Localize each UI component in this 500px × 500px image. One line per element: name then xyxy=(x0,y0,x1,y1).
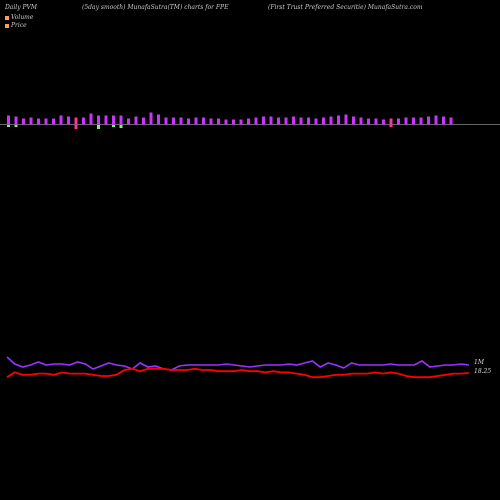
volume-bar xyxy=(149,112,153,125)
volume-bar xyxy=(97,115,100,125)
volume-bar xyxy=(29,117,33,125)
volume-bar xyxy=(119,115,123,125)
volume-bar xyxy=(172,117,175,125)
volume-bar xyxy=(209,118,213,125)
security-name: (First Trust Preferred Securitie) Munafa… xyxy=(268,4,423,11)
volume-bar xyxy=(194,117,198,125)
volume-bar xyxy=(284,117,288,125)
volume-bar xyxy=(67,116,70,125)
volume-bar xyxy=(322,117,325,125)
volume-bar xyxy=(217,118,220,125)
volume-bar xyxy=(44,118,48,125)
volume-bar xyxy=(269,116,273,125)
volume-bar xyxy=(449,117,453,125)
volume-bar xyxy=(7,115,10,125)
volume-bar-down xyxy=(112,125,115,127)
volume-bar xyxy=(314,118,318,125)
volume-bar xyxy=(112,115,115,125)
volume-bar xyxy=(434,115,438,125)
volume-bar xyxy=(277,117,280,125)
volume-bar xyxy=(337,115,340,125)
volume-bar-down xyxy=(119,125,123,128)
volume-bar xyxy=(14,116,18,125)
volume-bar xyxy=(329,116,333,125)
volume-bar xyxy=(247,118,250,125)
volume-bar xyxy=(427,116,430,125)
legend-volume-label: Volume xyxy=(11,14,34,21)
legend-price: Price xyxy=(5,22,27,29)
volume-bar xyxy=(142,117,145,125)
volume-bar xyxy=(239,119,243,125)
volume-bar xyxy=(382,119,385,125)
volume-bar xyxy=(397,118,400,125)
volume-bar xyxy=(202,117,205,125)
volume-bar xyxy=(344,114,348,125)
volume-bar xyxy=(89,113,93,125)
price-swatch xyxy=(5,23,9,28)
price-line xyxy=(6,367,470,379)
volume-bar-down xyxy=(389,125,393,127)
legend-price-label: Price xyxy=(11,22,27,29)
volume-bar xyxy=(442,116,445,125)
price-tag: 18.25 xyxy=(474,368,492,375)
volume-bar xyxy=(179,117,183,125)
volume-bar-down xyxy=(97,125,100,129)
volume-bar xyxy=(37,118,40,125)
chart-label-left: Daily PVM xyxy=(5,4,38,11)
volume-bar xyxy=(164,117,168,125)
volume-line xyxy=(6,356,470,371)
volume-bar xyxy=(232,119,235,125)
volume-bar xyxy=(187,118,190,125)
volume-bar-down xyxy=(14,125,18,127)
volume-bar xyxy=(262,116,265,125)
volume-bar xyxy=(157,114,160,125)
volume-bar xyxy=(412,117,415,125)
volume-bar-down xyxy=(7,125,10,127)
volume-bar xyxy=(389,118,393,125)
volume-bar xyxy=(22,118,25,125)
volume-swatch xyxy=(5,15,9,20)
volume-bar xyxy=(59,115,63,125)
volume-bar xyxy=(404,117,408,125)
volume-bar xyxy=(352,116,355,125)
legend-volume: Volume xyxy=(5,14,33,21)
volume-bar xyxy=(82,117,85,125)
volume-bar xyxy=(134,116,138,125)
volume-bar xyxy=(299,117,303,125)
volume-bar xyxy=(224,119,228,125)
volume-bar xyxy=(52,118,55,125)
volume-bar xyxy=(104,115,108,125)
volume-bar xyxy=(374,118,378,125)
volume-bar xyxy=(359,117,363,125)
volume-bar xyxy=(307,117,310,125)
volume-tag: 1M xyxy=(474,359,484,366)
volume-bar xyxy=(74,117,78,125)
volume-bar xyxy=(254,117,258,125)
volume-bar xyxy=(419,117,423,125)
chart-title: (5day smooth) MunafaSutra(TM) charts for… xyxy=(82,4,229,11)
volume-bar xyxy=(127,118,130,125)
volume-bar-down xyxy=(74,125,78,129)
volume-bar xyxy=(367,118,370,125)
volume-bar xyxy=(292,116,295,125)
